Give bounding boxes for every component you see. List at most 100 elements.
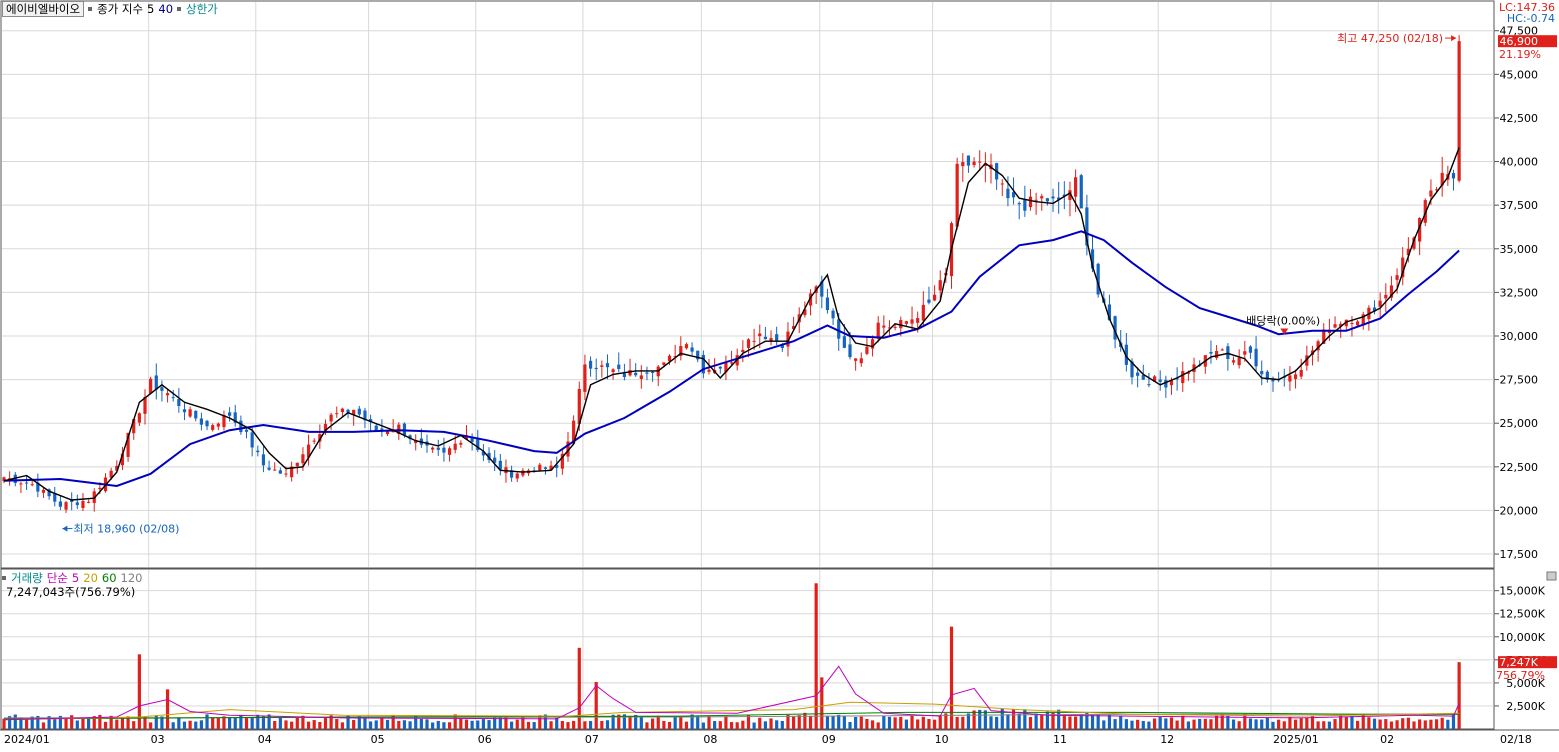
price-axis-label: 40,000 [1500, 156, 1539, 169]
price-axis-label: 20,000 [1500, 504, 1539, 517]
price-legend: 에이비엘바이오 종가 지수 5 40 상한가 [2, 1, 218, 17]
volume-bar [1107, 715, 1112, 729]
candle-body [1265, 371, 1269, 380]
candle-body [893, 326, 897, 328]
candle-body [837, 319, 841, 339]
indicator-label[interactable]: 종가 지수 [97, 2, 144, 16]
candle-body [870, 339, 875, 349]
volume-bar [1175, 720, 1179, 729]
x-axis-label: 12 [1160, 733, 1174, 746]
candle-body [165, 393, 170, 396]
volume-bar [273, 720, 277, 729]
volume-bar [1186, 721, 1190, 729]
candle-body [64, 502, 68, 510]
volume-bar [1395, 720, 1399, 729]
candle-body [865, 346, 869, 354]
candle-body [1412, 237, 1416, 249]
vol-ma20-label[interactable]: 20 [83, 571, 98, 585]
volume-bar [493, 717, 497, 729]
volume-bar [651, 718, 655, 729]
candle-body [335, 413, 339, 415]
volume-title[interactable]: 거래량 [11, 571, 43, 585]
volume-bar [1203, 718, 1207, 729]
vol-ma60-label[interactable]: 60 [101, 571, 117, 585]
stock-name-box[interactable]: 에이비엘바이오 [2, 1, 85, 17]
volume-bar [955, 716, 959, 729]
volume-bar [549, 721, 553, 729]
candle-body [1231, 360, 1236, 363]
candle-body [1372, 307, 1377, 312]
candle-body [1339, 323, 1343, 327]
candle-body [634, 372, 638, 376]
volume-bar [792, 716, 796, 729]
volume-bar [481, 719, 485, 729]
current-price-tag [1498, 35, 1557, 48]
volume-bar [899, 716, 903, 729]
volume-bar [1102, 720, 1106, 729]
volume-bar [837, 714, 841, 729]
vol-ma120-label[interactable]: 120 [120, 571, 143, 585]
current-volume-tag [1498, 656, 1557, 669]
volume-bar [780, 720, 784, 729]
candle-body [1440, 172, 1444, 186]
volume-bar [588, 721, 593, 729]
candle-body [154, 375, 158, 390]
candle-body [1288, 375, 1292, 382]
candle-body [205, 420, 209, 427]
candle-body [182, 409, 187, 413]
x-axis-label: 08 [703, 733, 717, 746]
candle-body [758, 333, 762, 337]
volume-bar [763, 721, 767, 729]
candle-body [177, 399, 181, 407]
volume-bar [679, 717, 683, 729]
volume-bar [1231, 719, 1236, 729]
volume-bar [820, 677, 824, 729]
volume-bar [1282, 721, 1286, 729]
volume-bar [729, 722, 734, 729]
volume-ma-label[interactable]: 단순 [46, 571, 68, 585]
panel-collapse-icon [1546, 571, 1557, 581]
candle-body [408, 435, 412, 440]
candle-body [808, 293, 813, 306]
candle-body [1299, 369, 1303, 377]
volume-bar [1333, 719, 1337, 729]
candle-body [1361, 314, 1365, 326]
candle-body [588, 360, 593, 369]
candle-body [1085, 207, 1089, 246]
volume-bar [583, 721, 587, 729]
volume-bar [425, 719, 429, 729]
vol-ma5-label[interactable]: 5 [71, 571, 80, 585]
volume-bar [211, 717, 215, 729]
volume-bar [13, 714, 17, 729]
volume-bar [1141, 720, 1145, 729]
volume-axis-label: 15,000K [1499, 585, 1545, 598]
volume-bar [543, 714, 548, 729]
lc-label: LC:147.36 [1498, 1, 1555, 14]
high-annotation: 최고 47,250 (02/18) [1337, 32, 1443, 45]
candle-body [566, 441, 570, 457]
volume-bar [1045, 711, 1049, 729]
volume-bar [961, 716, 965, 729]
candle-body [149, 378, 153, 394]
volume-bar [1322, 721, 1326, 729]
candle-body [459, 442, 463, 445]
volume-bar [645, 722, 649, 729]
volume-bar [1372, 718, 1377, 729]
candle-body [1215, 351, 1219, 358]
volume-bar [735, 722, 739, 729]
candle-body [1164, 379, 1168, 388]
volume-bar [1356, 720, 1360, 729]
volume-bar [419, 718, 423, 729]
limit-up-label[interactable]: 상한가 [186, 2, 218, 16]
volume-bar [24, 718, 29, 729]
ma5-period-label[interactable]: 5 [147, 2, 155, 16]
volume-bar [560, 721, 564, 729]
candle-body [284, 473, 288, 475]
volume-bar [228, 717, 232, 729]
ma40-period-label[interactable]: 40 [158, 2, 174, 16]
candle-body [1271, 379, 1275, 382]
candle-body [718, 366, 722, 369]
volume-bar [1339, 715, 1343, 729]
